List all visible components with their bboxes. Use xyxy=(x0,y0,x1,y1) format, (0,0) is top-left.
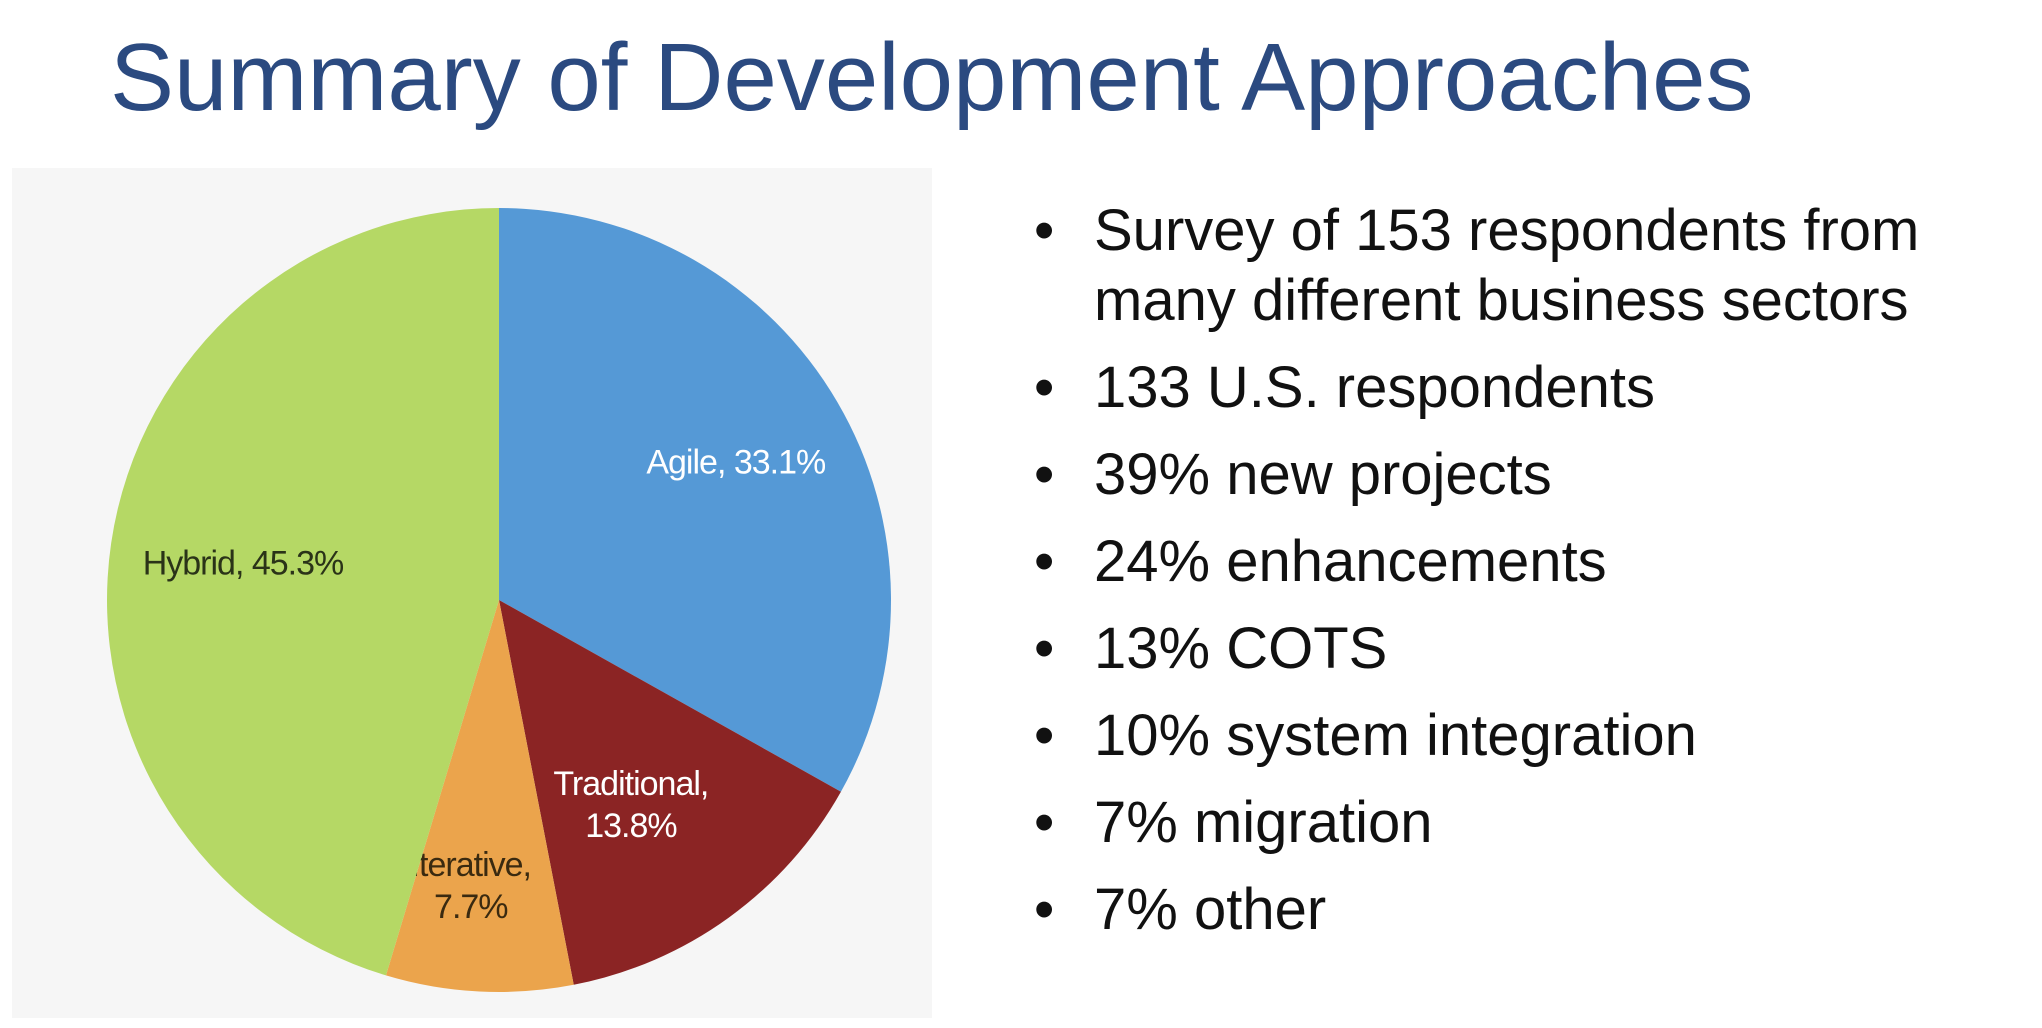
pie-slice-hybrid xyxy=(107,208,499,976)
bullet-enhancements: 24% enhancements xyxy=(1032,527,2022,597)
pie-label-line: 7.7% xyxy=(434,888,508,926)
pie-label-line: 13.8% xyxy=(585,807,677,845)
slide-title: Summary of Development Approaches xyxy=(110,24,1754,131)
bullet-system-integration: 10% system integration xyxy=(1032,701,2022,771)
pie-label-agile: Agile, 33.1% xyxy=(646,443,826,481)
pie-chart: Agile, 33.1% Traditional, 13.8% Iterative, 7… xyxy=(107,208,891,992)
pie-label-line: Hybrid, 45.3% xyxy=(143,544,344,582)
pie-chart-panel: Agile, 33.1% Traditional, 13.8% Iterative, 7… xyxy=(12,168,932,1018)
pie-slice-iterative xyxy=(385,600,574,992)
pie-label-line: Traditional, xyxy=(553,765,708,803)
bullet-us-respondents: 133 U.S. respondents xyxy=(1032,353,2022,423)
bullet-new-projects: 39% new projects xyxy=(1032,440,2022,510)
pie-label-line: Iterative, xyxy=(411,846,531,884)
bullet-cots: 13% COTS xyxy=(1032,614,2022,684)
pie-slice-traditional xyxy=(499,600,841,985)
pie-label-iterative: Iterative, 7.7% xyxy=(411,846,531,926)
pie-label-hybrid: Hybrid, 45.3% xyxy=(143,544,344,582)
bullet-other: 7% other xyxy=(1032,875,2022,945)
pie-slice-agile xyxy=(499,208,891,792)
bullet-list: Survey of 153 respondents from many diff… xyxy=(1032,196,2022,962)
bullet-survey: Survey of 153 respondents from many diff… xyxy=(1032,196,2022,336)
pie-label-traditional: Traditional, 13.8% xyxy=(553,765,708,845)
bullet-migration: 7% migration xyxy=(1032,788,2022,858)
pie-label-line: Agile, 33.1% xyxy=(646,443,826,481)
